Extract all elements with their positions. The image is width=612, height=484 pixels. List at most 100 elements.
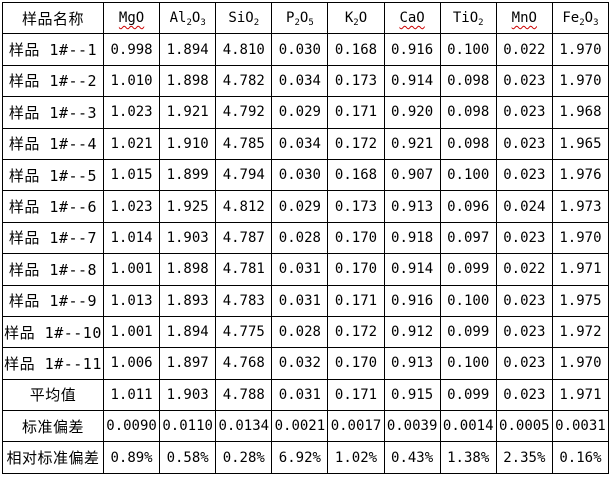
value-cell: 4.781 <box>215 253 273 286</box>
table-row: 样品 1#--1 0.998 1.894 4.810 0.030 0.168 0.916 0.… <box>2 33 610 66</box>
column-header-Fe2O3: Fe2O3 <box>551 1 610 35</box>
formula-text: TiO2 <box>452 10 484 29</box>
value-cell: 0.0134 <box>215 410 273 443</box>
table-row: 样品 1#--4 1.021 1.910 4.785 0.034 0.172 0.921 0.… <box>2 127 610 160</box>
value-cell: 0.023 <box>495 221 553 255</box>
row-label: 样品 1#--9 <box>2 284 104 317</box>
row-label: 样品 1#--11 <box>2 347 104 380</box>
value-cell: 1.976 <box>551 158 610 192</box>
formula-text: K2O <box>344 10 368 29</box>
value-cell: 1.898 <box>159 253 217 286</box>
value-cell: 0.100 <box>439 347 497 380</box>
value-cell: 0.0090 <box>102 410 161 443</box>
value-cell: 0.0110 <box>159 410 217 443</box>
column-header-P2O5: P2O5 <box>271 1 329 35</box>
table-row: 样品 1#--11 1.006 1.897 4.768 0.032 0.170 0.913 0… <box>2 347 610 380</box>
value-cell: 1.921 <box>159 96 217 129</box>
table-row: 样品 1#--5 1.015 1.899 4.794 0.030 0.168 0.907 0.… <box>2 158 610 192</box>
value-cell: 0.034 <box>271 127 329 160</box>
row-label: 样品 1#--5 <box>2 158 104 192</box>
value-cell: 1.023 <box>102 96 161 129</box>
formula-text: CaO <box>399 10 425 27</box>
value-cell: 0.916 <box>383 33 441 66</box>
value-cell: 0.170 <box>327 221 385 255</box>
value-cell: 0.168 <box>327 158 385 192</box>
row-label: 样品 1#--3 <box>2 96 104 129</box>
value-cell: 0.031 <box>271 253 329 286</box>
value-cell: 0.28% <box>215 441 273 474</box>
value-cell: 0.0021 <box>271 410 329 443</box>
value-cell: 0.914 <box>383 253 441 286</box>
row-label: 样品 1#--2 <box>2 64 104 98</box>
value-cell: 1.970 <box>551 347 610 380</box>
value-cell: 0.024 <box>495 190 553 223</box>
value-cell: 1.972 <box>551 315 610 349</box>
table-row: 相对标准偏差 0.89% 0.58% 0.28% 6.92% 1.02% 0.43% 1.38… <box>2 441 610 474</box>
value-cell: 0.0031 <box>551 410 610 443</box>
value-cell: 1.010 <box>102 64 161 98</box>
value-cell: 0.028 <box>271 221 329 255</box>
value-cell: 0.099 <box>439 315 497 349</box>
column-header-CaO: CaO <box>383 1 441 35</box>
value-cell: 4.788 <box>215 378 273 412</box>
formula-text: SiO2 <box>228 10 260 29</box>
value-cell: 4.812 <box>215 190 273 223</box>
value-cell: 0.171 <box>327 284 385 317</box>
value-cell: 0.913 <box>383 190 441 223</box>
value-cell: 1.970 <box>551 33 610 66</box>
value-cell: 1.015 <box>102 158 161 192</box>
value-cell: 0.172 <box>327 315 385 349</box>
value-cell: 1.011 <box>102 378 161 412</box>
value-cell: 1.001 <box>102 315 161 349</box>
value-cell: 0.028 <box>271 315 329 349</box>
value-cell: 4.785 <box>215 127 273 160</box>
value-cell: 1.903 <box>159 221 217 255</box>
value-cell: 0.030 <box>271 158 329 192</box>
table-row: 样品 1#--9 1.013 1.893 4.783 0.031 0.171 0.916 0.… <box>2 284 610 317</box>
table-row: 平均值 1.011 1.903 4.788 0.031 0.171 0.915 0.099 0.… <box>2 378 610 412</box>
row-label: 相对标准偏差 <box>2 441 104 474</box>
value-cell: 4.787 <box>215 221 273 255</box>
value-cell: 0.022 <box>495 33 553 66</box>
value-cell: 0.029 <box>271 96 329 129</box>
table-row: 样品 1#--3 1.023 1.921 4.792 0.029 0.171 0.920 0.… <box>2 96 610 129</box>
value-cell: 1.023 <box>102 190 161 223</box>
value-cell: 0.914 <box>383 64 441 98</box>
value-cell: 1.970 <box>551 64 610 98</box>
value-cell: 0.030 <box>271 33 329 66</box>
value-cell: 0.920 <box>383 96 441 129</box>
value-cell: 0.89% <box>102 441 161 474</box>
value-cell: 0.915 <box>383 378 441 412</box>
table-row: 样品 1#--8 1.001 1.898 4.781 0.031 0.170 0.914 0.… <box>2 253 610 286</box>
value-cell: 1.014 <box>102 221 161 255</box>
value-cell: 0.998 <box>102 33 161 66</box>
value-cell: 1.971 <box>551 253 610 286</box>
column-header-MgO: MgO <box>102 1 161 35</box>
row-label: 样品 1#--8 <box>2 253 104 286</box>
table-row: 样品 1#--6 1.023 1.925 4.812 0.029 0.173 0.913 0.… <box>2 190 610 223</box>
value-cell: 0.023 <box>495 96 553 129</box>
value-cell: 1.38% <box>439 441 497 474</box>
value-cell: 0.58% <box>159 441 217 474</box>
value-cell: 1.899 <box>159 158 217 192</box>
value-cell: 0.168 <box>327 33 385 66</box>
value-cell: 0.0039 <box>383 410 441 443</box>
value-cell: 1.021 <box>102 127 161 160</box>
value-cell: 0.0014 <box>439 410 497 443</box>
value-cell: 4.794 <box>215 158 273 192</box>
column-header-sample-name: 样品名称 <box>2 1 104 35</box>
value-cell: 1.897 <box>159 347 217 380</box>
value-cell: 0.100 <box>439 33 497 66</box>
value-cell: 0.029 <box>271 190 329 223</box>
table-row: 样品 1#--10 1.001 1.894 4.775 0.028 0.172 0.912 0… <box>2 315 610 349</box>
row-label: 样品 1#--7 <box>2 221 104 255</box>
value-cell: 1.965 <box>551 127 610 160</box>
value-cell: 1.02% <box>327 441 385 474</box>
value-cell: 0.173 <box>327 190 385 223</box>
row-label: 标准偏差 <box>2 410 104 443</box>
value-cell: 0.031 <box>271 378 329 412</box>
value-cell: 0.096 <box>439 190 497 223</box>
table-row: 样品 1#--7 1.014 1.903 4.787 0.028 0.170 0.918 0.… <box>2 221 610 255</box>
value-cell: 0.023 <box>495 347 553 380</box>
column-header-Al2O3: Al2O3 <box>159 1 217 35</box>
